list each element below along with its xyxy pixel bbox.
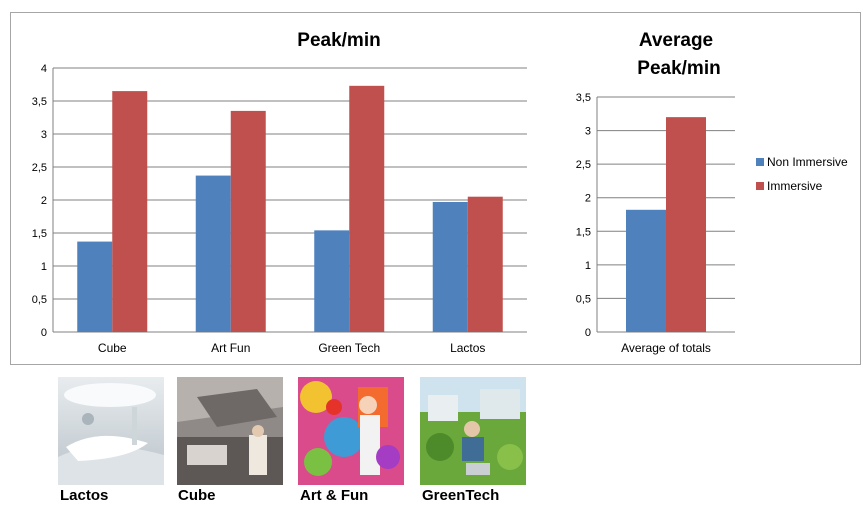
interior-cube-kitchen-image (177, 377, 283, 485)
x-category-label: Cube (98, 341, 127, 355)
chart-panel: Peak/min Average Peak/min 0 0,5 1 1,5 2 2,5 3 3… (10, 12, 861, 365)
thumbnail-lactos (58, 377, 164, 485)
x-category-label: Art Fun (211, 341, 250, 355)
thumbnail-cube (177, 377, 283, 485)
thumbnail-label-lactos: Lactos (60, 487, 109, 504)
thumbnail-label-greentech: GreenTech (422, 487, 500, 504)
average-chart: 0 0,5 1 1,5 2 2,5 3 3,5 Average of totals (576, 92, 735, 355)
bar-non-immersive (314, 230, 350, 332)
bar-non-immersive (626, 209, 666, 332)
legend-label-immersive: Immersive (767, 179, 823, 193)
legend-swatch-non-immersive (756, 158, 764, 166)
y-tick-label: 1 (585, 260, 591, 272)
y-tick-label: 4 (41, 63, 47, 75)
bar-non-immersive (432, 201, 468, 332)
interior-white-lounge-image (58, 377, 164, 485)
avg-chart-title-line2: Peak/min (637, 58, 720, 79)
green-garden-laptop-image (420, 377, 526, 485)
thumbnail-label-cube: Cube (178, 487, 216, 504)
legend-label-non-immersive: Non Immersive (767, 155, 848, 169)
y-tick-label: 1,5 (576, 226, 591, 238)
bar-immersive (467, 196, 503, 332)
bar-immersive (112, 91, 148, 332)
y-tick-label: 2,5 (32, 162, 47, 174)
y-tick-label: 2 (585, 193, 591, 205)
thumbnail-art-fun (298, 377, 404, 485)
y-tick-label: 1 (41, 261, 47, 273)
legend-swatch-immersive (756, 182, 764, 190)
bar-immersive (349, 85, 385, 332)
y-tick-label: 3 (585, 126, 591, 138)
y-tick-label: 0 (41, 327, 47, 339)
x-category-label: Average of totals (621, 341, 711, 355)
y-tick-label: 1,5 (32, 228, 47, 240)
y-tick-label: 2 (41, 195, 47, 207)
bar-immersive (230, 110, 266, 333)
y-tick-label: 3 (41, 129, 47, 141)
bar-immersive (666, 117, 706, 333)
thumbnail-label-art-fun: Art & Fun (300, 487, 369, 504)
x-category-label: Lactos (450, 341, 485, 355)
y-tick-label: 0,5 (576, 293, 591, 305)
x-category-label: Green Tech (318, 341, 380, 355)
y-tick-label: 3,5 (32, 96, 47, 108)
legend: Non Immersive Immersive (756, 155, 848, 193)
main-chart: 0 0,5 1 1,5 2 2,5 3 3,5 4 Cube Art Fun Green Tech La… (32, 63, 527, 355)
thumbnail-greentech (420, 377, 526, 485)
y-tick-label: 0 (585, 327, 591, 339)
charts-svg: Peak/min Average Peak/min 0 0,5 1 1,5 2 2,5 3 3… (32, 30, 848, 355)
y-tick-label: 0,5 (32, 294, 47, 306)
bar-non-immersive (195, 175, 231, 332)
y-tick-label: 2,5 (576, 159, 591, 171)
main-chart-title: Peak/min (297, 30, 380, 51)
colorful-art-collage-image (298, 377, 404, 485)
y-tick-label: 3,5 (576, 92, 591, 104)
bar-non-immersive (77, 241, 113, 332)
avg-chart-title: Average (639, 30, 713, 51)
